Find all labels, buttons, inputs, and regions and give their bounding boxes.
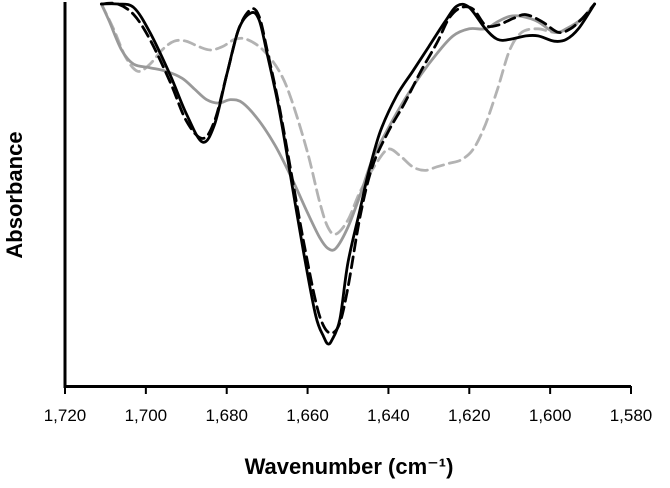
y-axis-title: Absorbance xyxy=(2,131,27,258)
series-layer xyxy=(100,1,596,346)
spectrum-series-line-2 xyxy=(100,1,596,335)
x-tick-label: 1,600 xyxy=(529,406,572,425)
x-axis-title: Wavenumber (cm⁻¹) xyxy=(245,454,454,479)
x-tick-label: 1,640 xyxy=(367,406,410,425)
x-tick-label: 1,660 xyxy=(286,406,329,425)
x-tick-label: 1,620 xyxy=(448,406,491,425)
x-tick-label: 1,720 xyxy=(44,406,87,425)
x-ticks: 1,720 1,700 1,680 1,660 1,640 1,620 1,600 1,580 xyxy=(44,386,653,425)
spectrum-series-line-3 xyxy=(100,2,596,252)
x-tick-label: 1,700 xyxy=(125,406,168,425)
x-tick-label: 1,580 xyxy=(610,406,653,425)
spectrum-series-line-1 xyxy=(100,2,596,346)
spectrum-series-line-4 xyxy=(100,2,596,236)
x-tick-label: 1,680 xyxy=(205,406,248,425)
